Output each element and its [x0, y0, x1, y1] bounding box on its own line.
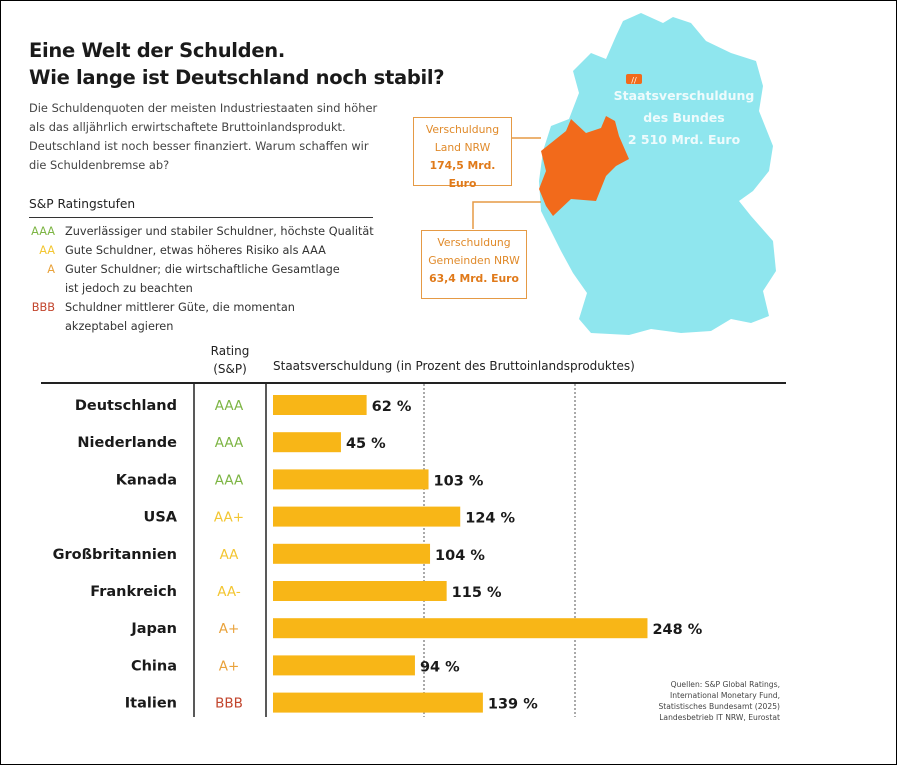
legend-code: A [47, 263, 55, 276]
page-title: Eine Welt der Schulden. Wie lange ist De… [29, 37, 445, 91]
bar [273, 469, 429, 490]
germany-map: // [472, 13, 776, 335]
category-label: Japan [130, 621, 177, 637]
source-line: Quellen: S&P Global Ratings, [670, 680, 780, 689]
category-label: Deutschland [75, 398, 177, 414]
value-label: 248 % [652, 622, 702, 638]
rating-label: AA- [217, 584, 241, 600]
gemeinden-nrw-box: Verschuldung Gemeinden NRW 63,4 Mrd. Eur… [421, 230, 527, 299]
category-label: China [131, 658, 177, 674]
rating-label: A+ [219, 621, 240, 637]
value-label: 139 % [488, 697, 538, 713]
category-label: Kanada [116, 472, 177, 488]
bar [273, 692, 483, 713]
rating-column-header: Rating (S&P) [210, 344, 250, 376]
bar [273, 655, 415, 676]
x-axis-label: Staatsverschuldung (in Prozent des Brutt… [273, 359, 635, 373]
legend-divider [29, 217, 373, 218]
bar [273, 506, 461, 527]
rating-label: AAA [215, 472, 244, 488]
legend-code: BBB [31, 301, 55, 314]
category-label: Italien [125, 696, 177, 712]
rating-label: AA [220, 547, 240, 563]
sources: Quellen: S&P Global Ratings, Internation… [658, 679, 780, 723]
gem-line-2: Gemeinden NRW [428, 254, 520, 267]
value-label: 62 % [372, 399, 412, 415]
bund-line-2: des Bundes [643, 110, 725, 125]
category-label: USA [144, 510, 178, 526]
rating-label: AAA [215, 398, 244, 414]
bar [273, 581, 447, 601]
source-line: Landesbetrieb IT NRW, Eurostat [659, 713, 780, 722]
rating-label: AAA [215, 435, 244, 451]
value-label: 124 % [465, 511, 515, 527]
legend-code: AAA [31, 225, 55, 238]
gem-value: 63,4 Mrd. Euro [429, 272, 519, 285]
rating-label: BBB [215, 696, 243, 712]
value-label: 45 % [346, 436, 386, 452]
bar [273, 395, 367, 415]
nrw-region [539, 116, 629, 216]
bund-line-1: Staatsverschuldung [613, 88, 755, 103]
germany-shape [539, 13, 776, 335]
bar [273, 432, 341, 453]
bar [273, 543, 431, 564]
rating-label: AA+ [214, 510, 244, 526]
legend-text: Schuldner mittlerer Güte, die momentan a… [65, 301, 295, 333]
nrw-coat-of-arms-icon: // [626, 74, 642, 85]
legend-title: S&P Ratingstufen [29, 197, 136, 211]
source-line: Statistisches Bundesamt (2025) [658, 702, 780, 711]
legend-text: Gute Schuldner, etwas höheres Risiko als… [65, 244, 326, 257]
svg-text://: // [631, 76, 637, 85]
legend-code: AA [39, 244, 55, 257]
bund-debt-label: Staatsverschuldung des Bundes 2 510 Mrd.… [599, 85, 769, 151]
source-line: International Monetary Fund, [669, 691, 780, 700]
value-label: 115 % [452, 585, 502, 601]
value-label: 94 % [420, 659, 460, 675]
land-line-1: Verschuldung [425, 123, 500, 136]
land-line-2: Land NRW [434, 141, 491, 154]
category-label: Großbritannien [53, 547, 177, 563]
value-label: 103 % [434, 473, 484, 489]
legend-text: Guter Schuldner; die wirtschaftliche Ges… [65, 263, 340, 295]
title-line-2: Wie lange ist Deutschland noch stabil? [29, 66, 445, 89]
intro-text: Die Schuldenquoten der meisten Industrie… [29, 101, 378, 172]
value-label: 104 % [435, 548, 485, 564]
legend-text: Zuverlässiger und stabiler Schuldner, hö… [65, 225, 374, 238]
rating-label: A+ [219, 658, 240, 674]
bar [273, 618, 648, 639]
category-label: Frankreich [90, 584, 177, 600]
land-nrw-box: Verschuldung Land NRW 174,5 Mrd. Euro [413, 117, 512, 190]
category-label: Niederlande [77, 435, 177, 451]
title-line-1: Eine Welt der Schulden. [29, 39, 285, 62]
bund-value: 2 510 Mrd. Euro [627, 132, 741, 147]
gem-line-1: Verschuldung [437, 236, 511, 249]
land-value: 174,5 Mrd. Euro [429, 159, 496, 190]
